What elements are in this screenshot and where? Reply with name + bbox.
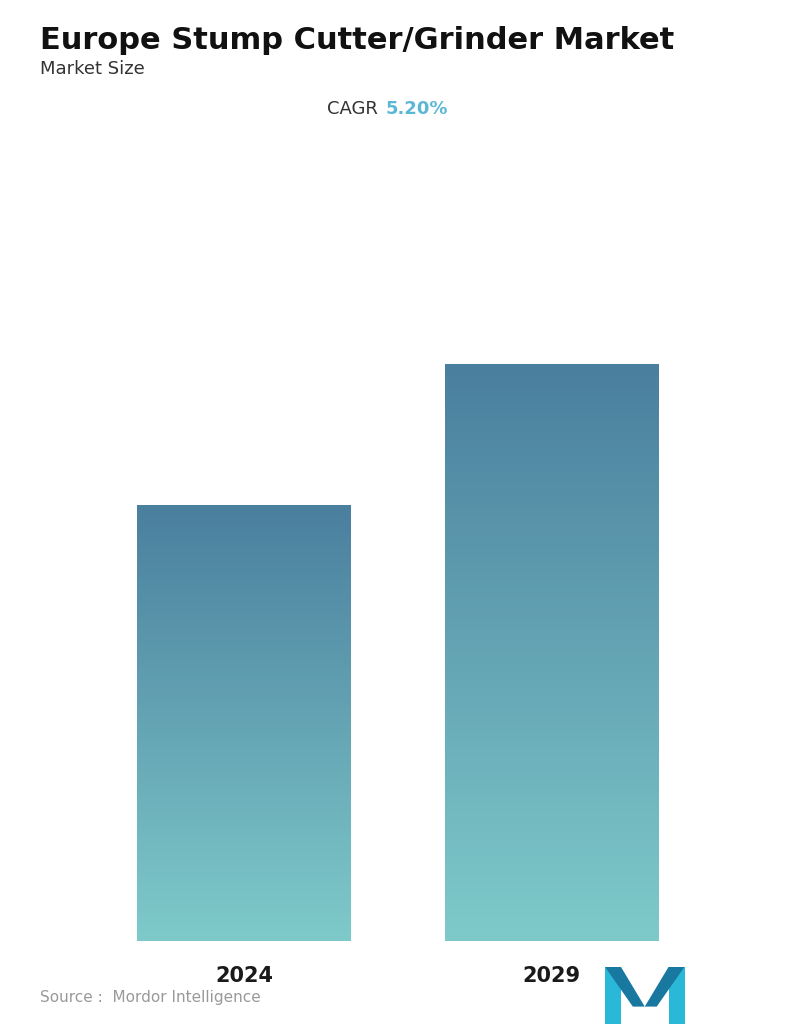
Text: 5.20%: 5.20%	[386, 99, 449, 118]
Text: CAGR: CAGR	[327, 99, 378, 118]
Text: Europe Stump Cutter/Grinder Market: Europe Stump Cutter/Grinder Market	[40, 26, 674, 55]
Text: Market Size: Market Size	[40, 60, 145, 78]
Text: Source :  Mordor Intelligence: Source : Mordor Intelligence	[40, 990, 260, 1005]
